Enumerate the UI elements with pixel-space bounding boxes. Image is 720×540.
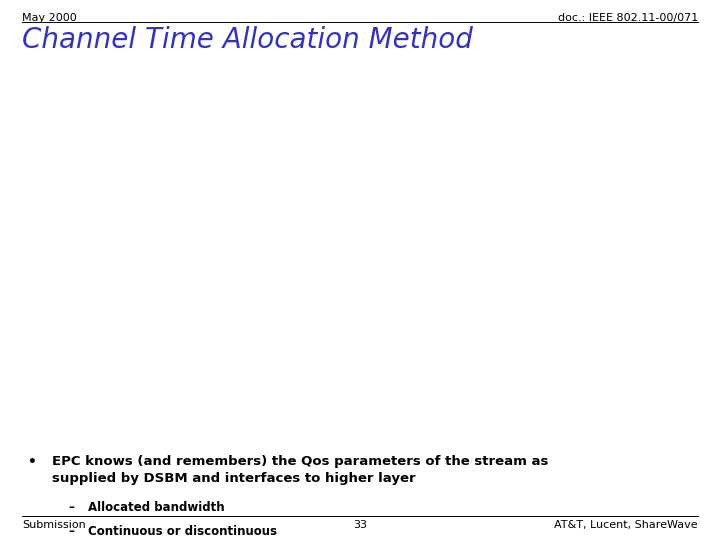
Text: Continuous or discontinuous: Continuous or discontinuous (88, 525, 277, 538)
Text: –: – (68, 501, 74, 514)
Text: AT&T, Lucent, ShareWave: AT&T, Lucent, ShareWave (554, 520, 698, 530)
Text: May 2000: May 2000 (22, 13, 77, 23)
Text: Submission: Submission (22, 520, 86, 530)
Text: –: – (68, 525, 74, 538)
Text: EPC knows (and remembers) the Qos parameters of the stream as
supplied by DSBM a: EPC knows (and remembers) the Qos parame… (52, 455, 549, 485)
Text: doc.: IEEE 802.11-00/071: doc.: IEEE 802.11-00/071 (558, 13, 698, 23)
Text: Allocated bandwidth: Allocated bandwidth (88, 501, 225, 514)
Text: •: • (28, 455, 37, 469)
Text: Channel Time Allocation Method: Channel Time Allocation Method (22, 26, 473, 54)
Text: 33: 33 (353, 520, 367, 530)
